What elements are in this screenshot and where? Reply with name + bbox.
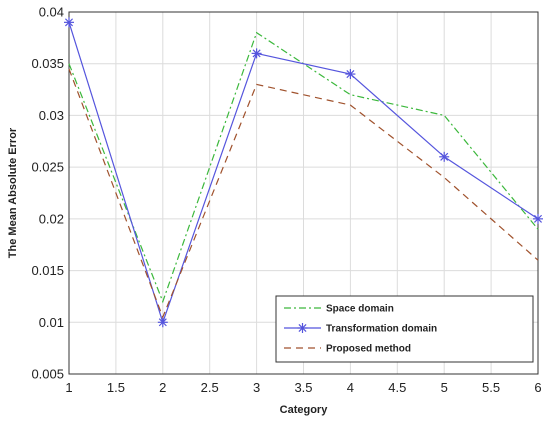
data-point	[251, 48, 262, 59]
legend-box	[275, 295, 534, 363]
y-tick-label: 0.015	[31, 263, 64, 278]
y-tick-label: 0.03	[39, 108, 64, 123]
data-point	[439, 151, 450, 162]
x-tick-label: 1	[65, 380, 72, 395]
x-tick-label: 3	[253, 380, 260, 395]
x-tick-label: 3.5	[294, 380, 312, 395]
data-point	[64, 17, 74, 28]
legend-label: Proposed method	[326, 344, 411, 355]
y-tick-label: 0.04	[39, 5, 64, 20]
data-point	[533, 213, 543, 224]
legend: Space domain Transformation domain Propose…	[275, 295, 534, 363]
series-line-2	[68, 22, 539, 325]
legend-marker	[297, 323, 308, 333]
y-tick-label: 0.035	[31, 56, 64, 71]
x-tick-label: 4	[347, 380, 354, 395]
y-axis: 0.005 0.01 0.015 0.02 0.025 0.03 0.035 0.04	[31, 5, 64, 382]
x-tick-label: 5.5	[482, 380, 500, 395]
y-tick-label: 0.02	[39, 211, 64, 226]
series-line-3	[68, 68, 539, 319]
x-tick-label: 1.5	[107, 380, 125, 395]
y-tick-label: 0.01	[39, 315, 64, 330]
legend-label: Space domain	[326, 304, 394, 315]
x-tick-label: 4.5	[388, 380, 406, 395]
data-point	[345, 69, 356, 80]
data-point	[157, 317, 168, 328]
x-tick-label: 2	[159, 380, 166, 395]
y-tick-label: 0.025	[31, 160, 64, 175]
x-axis-label: Category	[280, 404, 329, 416]
x-tick-label: 5	[441, 380, 448, 395]
x-axis: 1 1.5 2 2.5 3 3.5 4 4.5 5 5.5 6	[65, 380, 541, 395]
plot-frame	[68, 11, 539, 375]
y-axis-label: The Mean Absolute Error	[7, 127, 19, 258]
series-group	[64, 17, 543, 328]
y-tick-label: 0.005	[31, 367, 64, 382]
x-tick-label: 2.5	[201, 380, 219, 395]
legend-label: Transformation domain	[326, 324, 437, 335]
x-tick-label: 6	[534, 380, 541, 395]
